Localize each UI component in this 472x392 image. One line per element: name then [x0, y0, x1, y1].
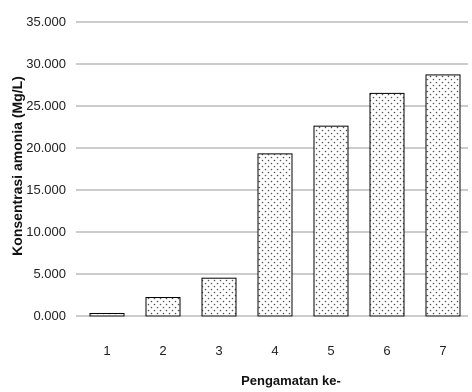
x-axis-title: Pengamatan ke- [241, 373, 341, 388]
y-tick-label: 30.000 [26, 56, 66, 71]
y-tick-label: 10.000 [26, 224, 66, 239]
x-tick-label: 5 [327, 343, 334, 358]
x-tick-label: 1 [103, 343, 110, 358]
x-tick-label: 6 [383, 343, 390, 358]
bar-7 [425, 74, 461, 317]
bar-1 [89, 312, 125, 317]
y-tick-label: 20.000 [26, 140, 66, 155]
x-tick-label: 2 [159, 343, 166, 358]
y-tick-label: 25.000 [26, 98, 66, 113]
bar-5 [313, 125, 349, 317]
x-tick-label: 3 [215, 343, 222, 358]
bar-2 [145, 297, 181, 317]
x-tick-label: 4 [271, 343, 278, 358]
bars [89, 74, 461, 317]
y-tick-labels: 0.000 5.000 10.000 15.000 20.000 25.000 30.000… [26, 14, 66, 323]
x-tick-label: 7 [439, 343, 446, 358]
y-tick-label: 5.000 [33, 266, 66, 281]
bar-3 [201, 277, 237, 317]
bar-6 [369, 92, 405, 317]
x-tick-labels: 1 2 3 4 5 6 7 [103, 343, 446, 358]
y-tick-label: 0.000 [33, 308, 66, 323]
y-tick-label: 35.000 [26, 14, 66, 29]
bar-4 [257, 153, 293, 317]
y-tick-label: 15.000 [26, 182, 66, 197]
y-axis-title: Konsentrasi amonia (Mg/L) [9, 76, 25, 256]
